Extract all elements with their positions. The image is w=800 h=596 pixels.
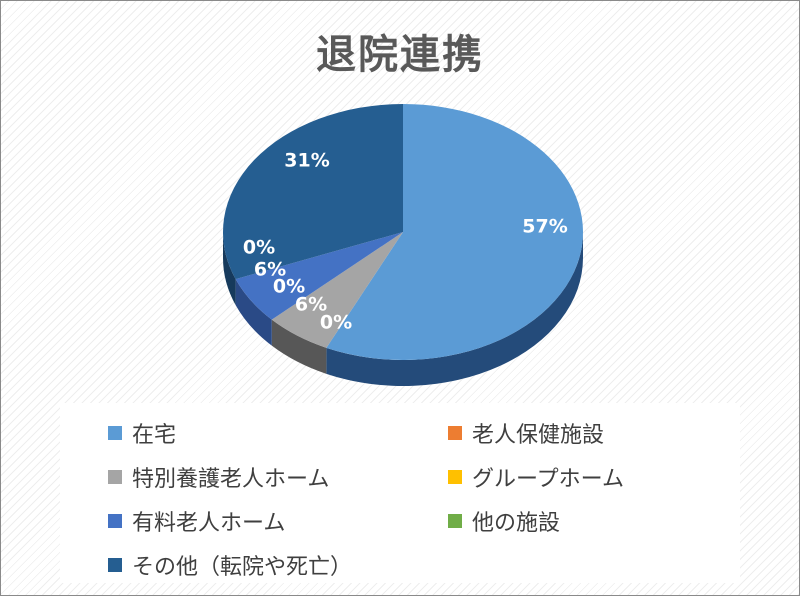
slice-4-side [235,279,272,346]
data-label-1: 0% [320,312,352,334]
legend-item-other-facility: 他の施設 [448,505,560,537]
legend-label: 老人保健施設 [472,423,605,448]
legend-swatch [108,558,122,572]
legend-label: その他（転院や死亡） [132,555,353,580]
slice-6 [223,104,403,280]
legend-swatch [108,514,122,528]
legend-swatch [108,470,122,484]
legend-label: 他の施設 [472,511,561,536]
legend-label: グループホーム [472,467,625,492]
legend-item-yuryo: 有料老人ホーム [108,505,285,537]
data-label-3: 0% [273,276,305,298]
data-label-4: 6% [254,259,286,281]
slice-0-side [326,232,583,386]
slice-0 [326,104,584,360]
chart-title: 退院連携 [316,32,484,78]
slice-2 [271,232,403,348]
legend-swatch [448,514,462,528]
legend: 在宅 老人保健施設 特別養護老人ホーム グループホーム 有料老人ホーム 他の施設… [60,403,740,583]
legend-item-zaitaku: 在宅 [108,417,176,449]
legend-item-tokuyo: 特別養護老人ホーム [108,461,329,493]
legend-item-other: その他（転院や死亡） [108,549,352,581]
legend-swatch [448,470,462,484]
legend-label: 有料老人ホーム [132,511,286,536]
data-label-2: 6% [295,294,327,316]
slice-2-side [271,319,327,374]
legend-label: 特別養護老人ホーム [132,467,330,492]
slice-4 [235,232,403,320]
legend-item-grouphome: グループホーム [448,461,624,493]
slice-6-side [223,232,236,306]
legend-item-roken: 老人保健施設 [448,417,604,449]
legend-swatch [448,426,462,440]
legend-label: 在宅 [132,423,177,448]
legend-swatch [108,426,122,440]
data-label-0: 57% [522,216,567,238]
data-label-6: 31% [284,150,329,172]
data-label-5: 0% [243,237,275,259]
